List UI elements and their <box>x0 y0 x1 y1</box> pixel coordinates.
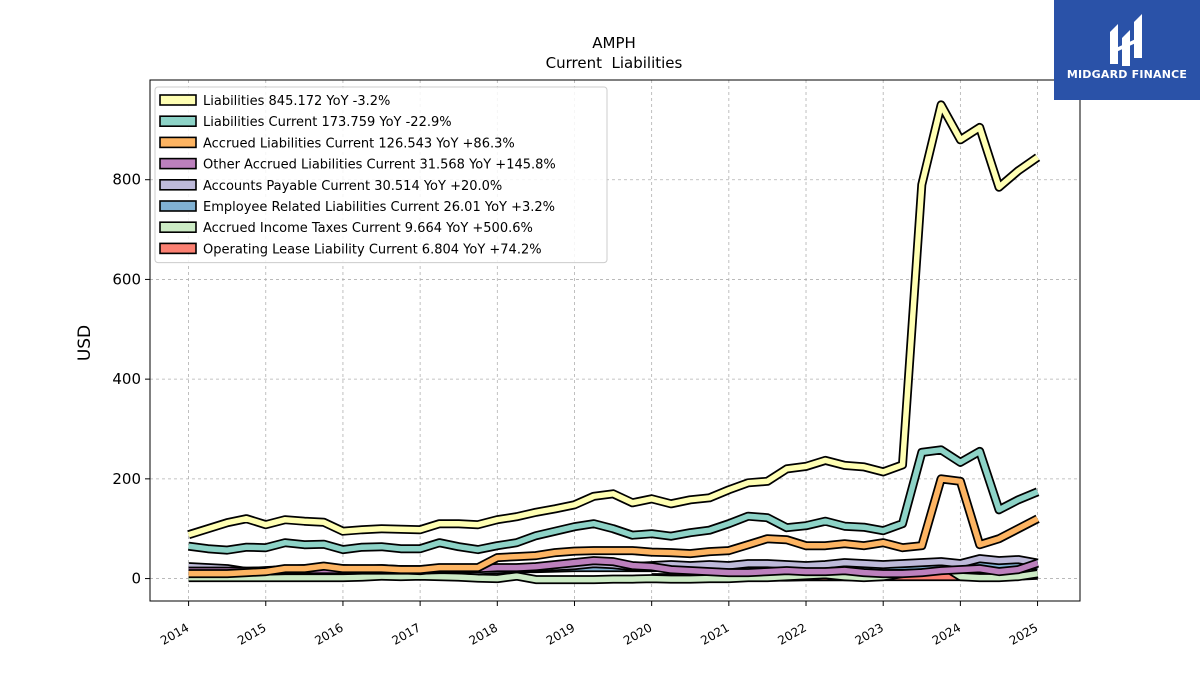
legend-swatch <box>159 179 197 191</box>
x-tick-label: 2014 <box>158 620 191 647</box>
chart-subtitle: Current Liabilities <box>546 54 683 72</box>
chart-title: AMPH <box>592 34 636 52</box>
y-tick-label: 400 <box>112 370 141 388</box>
x-tick-label: 2021 <box>698 620 731 647</box>
series-liabilities-current <box>188 445 1040 555</box>
legend-swatch <box>159 115 197 127</box>
legend-label: Liabilities Current 173.759 YoY -22.9% <box>203 115 452 130</box>
y-tick-label: 200 <box>112 470 141 488</box>
x-tick-label: 2015 <box>235 620 268 647</box>
series-lines <box>187 100 1041 585</box>
series-line <box>188 447 1039 553</box>
legend-label: Accounts Payable Current 30.514 YoY +20.… <box>203 179 502 194</box>
series-line <box>188 476 1039 577</box>
y-tick-label: 800 <box>112 171 141 189</box>
legend-swatch <box>159 200 197 212</box>
brand-logo: MIDGARD FINANCE <box>1054 0 1200 100</box>
legend-label: Operating Lease Liability Current 6.804 … <box>203 242 542 257</box>
legend-swatch <box>159 136 197 149</box>
x-tick-label: 2018 <box>467 620 500 647</box>
x-tick-label: 2023 <box>853 620 886 647</box>
series-liabilities <box>187 100 1041 539</box>
x-tick-label: 2024 <box>930 620 963 647</box>
legend-label: Liabilities 845.172 YoY -3.2% <box>203 94 390 109</box>
legend-swatch <box>159 157 197 170</box>
legend-label: Other Accrued Liabilities Current 31.568… <box>203 158 556 173</box>
x-tick-label: 2017 <box>390 620 423 647</box>
y-tick-label: 0 <box>131 570 141 588</box>
midgard-logo-icon <box>1110 14 1142 66</box>
grid-lines <box>150 80 1080 601</box>
x-tick-label: 2020 <box>621 620 654 647</box>
legend-swatch <box>159 221 197 233</box>
legend-label: Accrued Liabilities Current 126.543 YoY … <box>203 136 515 151</box>
legend-swatch <box>159 94 197 106</box>
legend-box <box>154 86 608 264</box>
series-accrued-liabilities-current <box>188 474 1040 579</box>
x-tick-label: 2022 <box>775 620 808 647</box>
legend-swatch <box>159 242 197 255</box>
legend-label: Employee Related Liabilities Current 26.… <box>203 200 555 215</box>
legend-label: Accrued Income Taxes Current 9.664 YoY +… <box>203 221 533 236</box>
plot-frame <box>149 79 1081 602</box>
brand-name: MIDGARD FINANCE <box>1066 68 1188 81</box>
x-tick-label: 2025 <box>1007 620 1040 647</box>
x-tick-label: 2019 <box>544 620 577 647</box>
x-tick-label: 2016 <box>312 620 345 647</box>
series-line <box>187 102 1040 538</box>
y-tick-label: 600 <box>112 270 141 288</box>
y-axis-label: USD <box>75 325 95 361</box>
legend: Liabilities 845.172 YoY -3.2% Liabilities… <box>154 86 608 264</box>
